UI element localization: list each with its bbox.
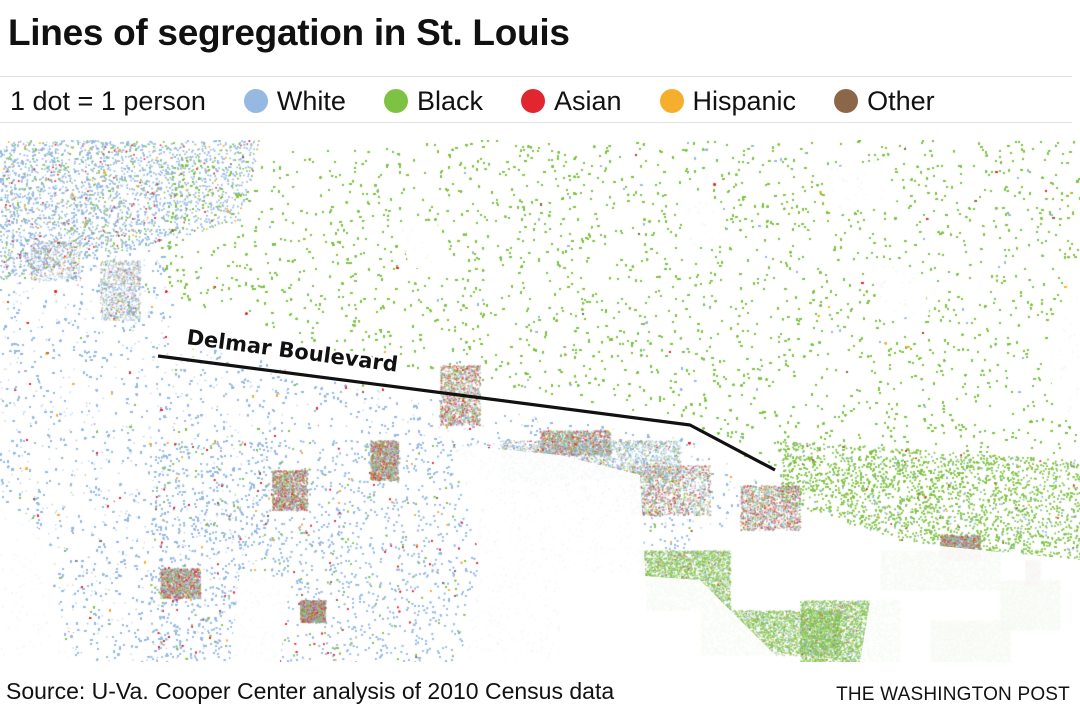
- legend-item-asian: Asian: [520, 85, 622, 117]
- legend-label-white: White: [276, 85, 346, 116]
- legend-item-white: White: [243, 85, 346, 117]
- map-title: Lines of segregation in St. Louis: [8, 12, 570, 53]
- legend-scale-label: 1 dot = 1 person: [10, 85, 206, 116]
- unpopulated-areas: [0, 160, 1080, 662]
- blank-area: [400, 225, 450, 270]
- dot-density-map: Delmar Boulevard: [0, 140, 1080, 662]
- legend: 1 dot = 1 person White Black Asian Hispa…: [10, 84, 973, 118]
- blank-area: [230, 570, 290, 662]
- blank-area: [870, 260, 930, 320]
- legend-label-hispanic: Hispanic: [692, 85, 797, 116]
- divider-top: [0, 76, 1072, 77]
- legend-swatch-white: [243, 89, 268, 113]
- legend-label-black: Black: [416, 85, 483, 116]
- legend-label-asian: Asian: [553, 85, 622, 116]
- blank-area: [1040, 260, 1080, 440]
- legend-swatch-asian: [520, 89, 545, 113]
- legend-swatch-black: [383, 89, 408, 113]
- legend-item-hispanic: Hispanic: [659, 85, 797, 117]
- delmar-boulevard-line: [157, 354, 776, 472]
- legend-swatch-other: [834, 89, 859, 113]
- divider-bottom: [0, 122, 1072, 123]
- legend-item-black: Black: [383, 85, 483, 117]
- blank-area: [860, 540, 1080, 662]
- legend-label-other: Other: [867, 85, 935, 116]
- source-note: Source: U-Va. Cooper Center analysis of …: [6, 678, 615, 704]
- blank-area: [560, 570, 780, 662]
- blank-area: [680, 200, 725, 245]
- publisher-credit: THE WASHINGTON POST: [836, 684, 1070, 705]
- blank-area: [0, 500, 70, 662]
- map-canvas: Delmar Boulevard: [0, 140, 1080, 662]
- legend-item-other: Other: [834, 86, 935, 117]
- blank-area: [820, 160, 900, 210]
- legend-swatch-hispanic: [659, 89, 684, 113]
